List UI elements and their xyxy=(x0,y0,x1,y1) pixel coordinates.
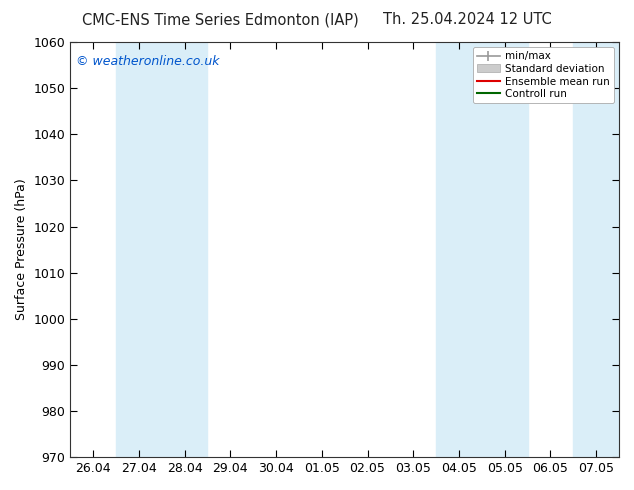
Text: Th. 25.04.2024 12 UTC: Th. 25.04.2024 12 UTC xyxy=(383,12,552,27)
Text: © weatheronline.co.uk: © weatheronline.co.uk xyxy=(76,54,219,68)
Y-axis label: Surface Pressure (hPa): Surface Pressure (hPa) xyxy=(15,179,28,320)
Bar xyxy=(573,42,619,457)
Text: CMC-ENS Time Series Edmonton (IAP): CMC-ENS Time Series Edmonton (IAP) xyxy=(82,12,359,27)
Bar xyxy=(436,42,527,457)
Legend: min/max, Standard deviation, Ensemble mean run, Controll run: min/max, Standard deviation, Ensemble me… xyxy=(472,47,614,103)
Bar xyxy=(116,42,207,457)
